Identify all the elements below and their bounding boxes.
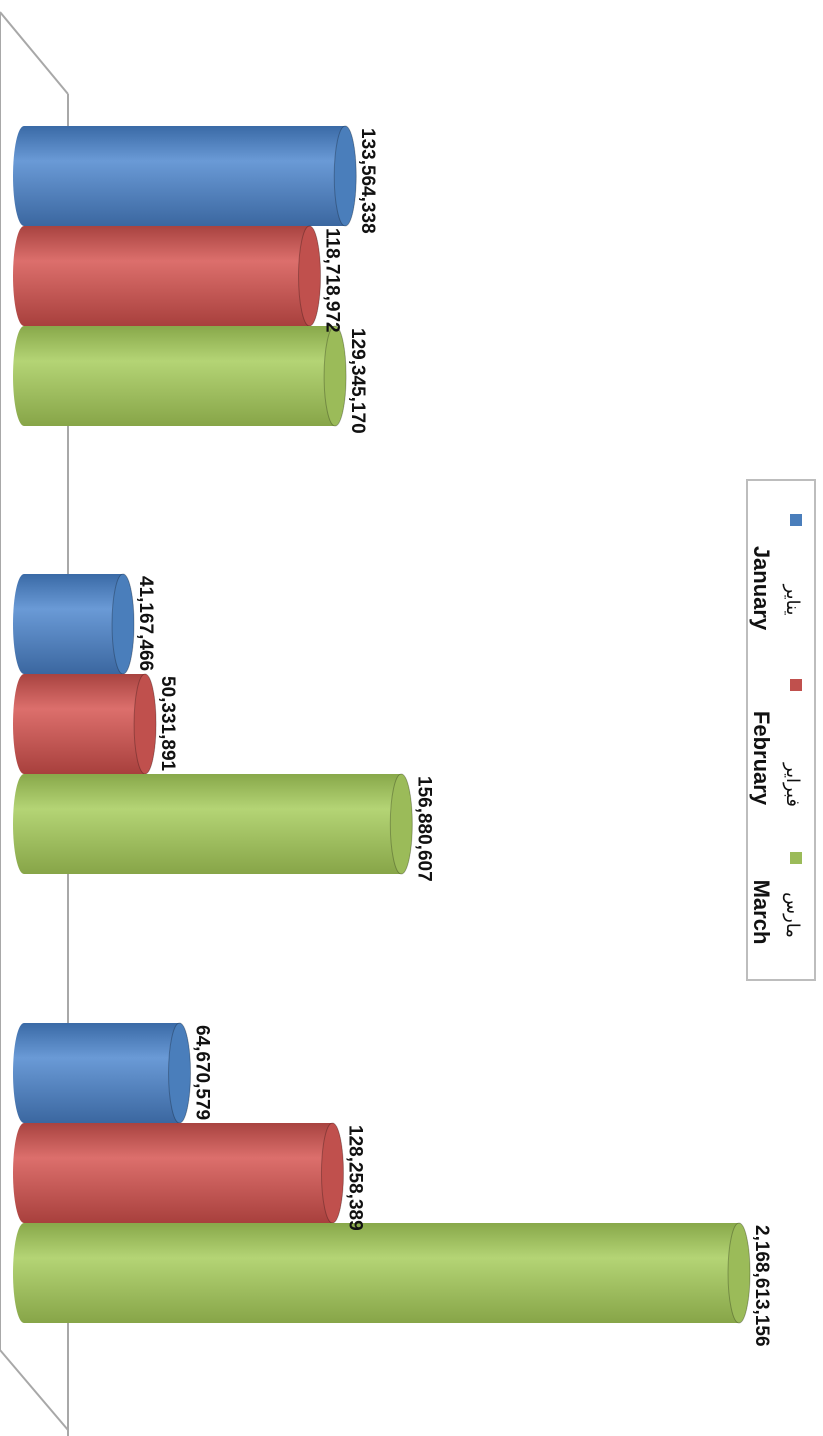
bar-body-january-cat2 xyxy=(13,574,135,674)
legend-label-ar-february: فبراير xyxy=(782,762,803,807)
data-label-march-cat1: 129,345,170 xyxy=(347,328,368,434)
legend-item-january: يناير January xyxy=(749,514,803,631)
bar-body-february-cat1 xyxy=(13,226,321,326)
bar-cap-january-cat2 xyxy=(111,573,135,675)
bar-body-february-cat3 xyxy=(13,1123,344,1223)
legend-swatch-march xyxy=(790,852,802,864)
bar-body-march-cat2 xyxy=(13,774,413,874)
legend-label-march: March xyxy=(749,880,774,945)
legend-item-march: مارس March xyxy=(749,852,803,944)
legend-label-february: February xyxy=(749,711,774,806)
bar-body-january-cat3 xyxy=(13,1023,191,1123)
bar-february-cat1 xyxy=(13,225,322,327)
legend-label-ar-march: مارس xyxy=(782,892,803,938)
legend-swatch-january xyxy=(790,514,802,526)
data-label-march-cat2: 156,880,607 xyxy=(413,776,434,882)
legend-item-february: فبراير February xyxy=(749,679,803,807)
bar-cap-march-cat1 xyxy=(323,325,347,427)
bar-february-cat2 xyxy=(13,673,157,775)
bar-cap-february-cat2 xyxy=(133,673,157,775)
bar-cap-february-cat1 xyxy=(298,225,322,327)
bar-body-march-cat1 xyxy=(13,326,347,426)
data-label-january-cat3: 64,670,579 xyxy=(192,1025,213,1120)
data-label-march-cat3: 2,168,613,156 xyxy=(751,1225,772,1347)
bar-january-cat1 xyxy=(13,125,357,227)
data-labels-layer: 133,564,338 41,167,466 64,670,579 118,718,9… xyxy=(135,128,772,1347)
bar-march-cat2 xyxy=(13,773,413,875)
bar-cap-january-cat3 xyxy=(168,1022,192,1124)
bar-march-cat1 xyxy=(13,325,347,427)
bar-cap-january-cat1 xyxy=(333,125,357,227)
legend-label-january: January xyxy=(749,546,774,631)
legend-box xyxy=(746,479,816,981)
legend: يناير January فبراير February مارس March xyxy=(746,479,816,981)
bar-body-february-cat2 xyxy=(13,674,157,774)
legend-label-ar-january: يناير xyxy=(782,584,803,616)
bar-body-january-cat1 xyxy=(13,126,357,226)
data-label-january-cat2: 41,167,466 xyxy=(135,576,156,671)
bar-body-march-cat3 xyxy=(13,1223,750,1323)
data-label-february-cat2: 50,331,891 xyxy=(157,676,178,772)
data-label-february-cat1: 118,718,972 xyxy=(322,228,343,333)
bar-cap-february-cat3 xyxy=(320,1122,344,1224)
bar-february-cat3 xyxy=(13,1122,344,1224)
data-label-january-cat1: 133,564,338 xyxy=(357,128,378,234)
bar-january-cat3 xyxy=(13,1022,192,1124)
bar-january-cat2 xyxy=(13,573,135,675)
bar-cap-march-cat3 xyxy=(727,1222,751,1324)
legend-swatch-february xyxy=(790,679,802,691)
data-label-february-cat3: 128,258,389 xyxy=(344,1125,365,1231)
bar-march-cat3 xyxy=(13,1222,751,1324)
bars-layer xyxy=(13,125,751,1324)
bar-cap-march-cat2 xyxy=(389,773,413,875)
